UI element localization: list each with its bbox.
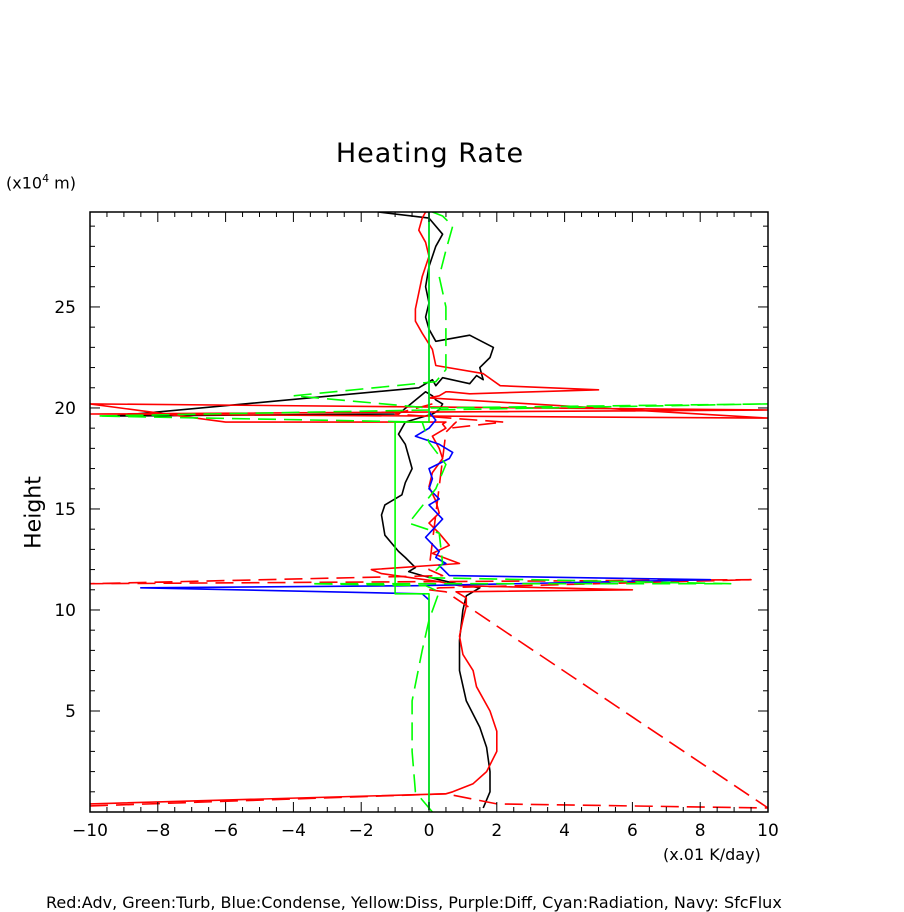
series-line-blue-solid	[140, 212, 712, 810]
y-unit-exponent: 4	[42, 172, 50, 185]
series-line-red-dashed	[90, 403, 768, 809]
x-tick-label: 0	[424, 821, 435, 841]
x-tick-label: −6	[213, 821, 238, 841]
chart-title: Heating Rate	[335, 138, 525, 169]
y-unit-label: (x104 m)	[6, 172, 76, 192]
x-tick-label: −4	[281, 821, 306, 841]
x-tick-label: 4	[559, 821, 570, 841]
y-unit-prefix: (x10	[6, 173, 43, 193]
series-line-green-dashed	[96, 212, 768, 812]
series-line-black-solid	[112, 212, 495, 809]
y-tick-label: 20	[54, 399, 76, 419]
series-line-red-solid	[90, 212, 768, 805]
y-unit-suffix: m)	[49, 173, 76, 193]
y-tick-label: 15	[54, 500, 76, 520]
x-tick-label: −2	[349, 821, 374, 841]
x-axis-label: (x.01 K/day)	[663, 845, 761, 864]
x-tick-label: −8	[145, 821, 170, 841]
y-tick-label: 25	[54, 298, 76, 318]
x-tick-label: 10	[757, 821, 779, 841]
y-tick-label: 10	[54, 601, 76, 621]
x-tick-label: −10	[72, 821, 108, 841]
y-tick-label: 5	[65, 702, 76, 722]
series-line-green-solid	[394, 212, 430, 810]
legend-text: Red:Adv, Green:Turb, Blue:Condense, Yell…	[46, 893, 782, 912]
x-tick-label: 2	[491, 821, 502, 841]
x-tick-label: 8	[695, 821, 706, 841]
x-tick-label: 6	[627, 821, 638, 841]
